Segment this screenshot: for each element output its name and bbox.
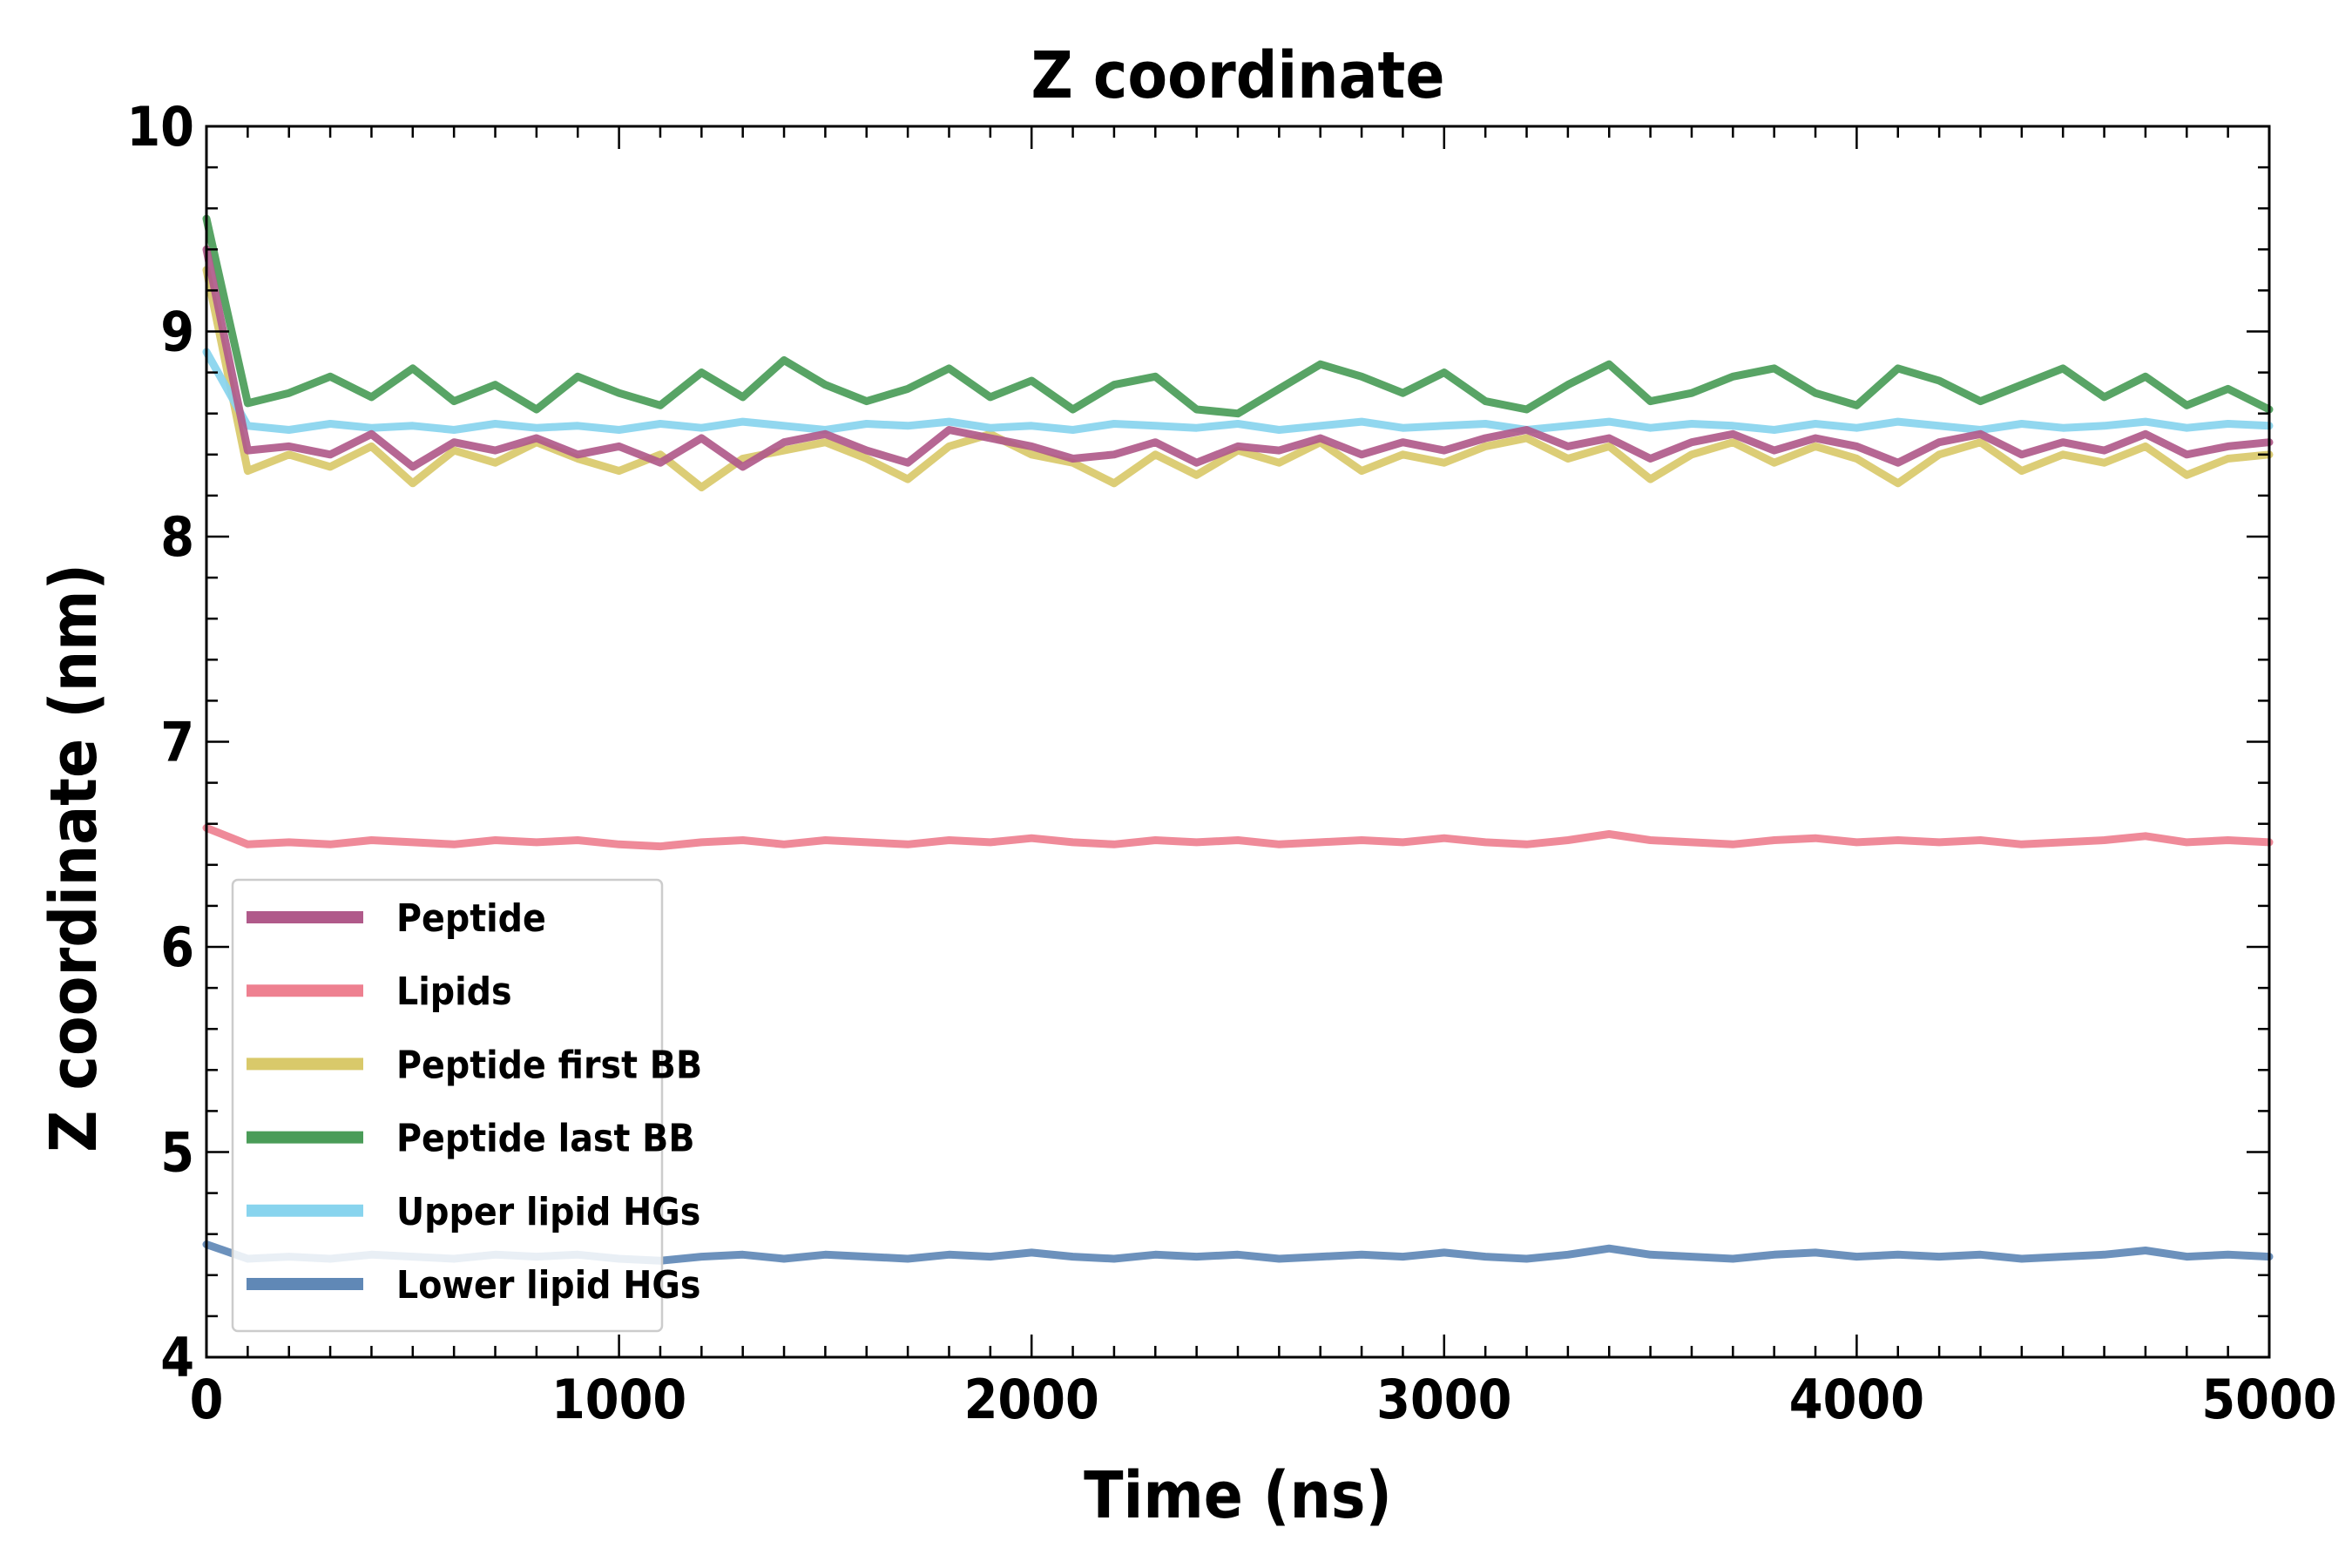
legend: Peptide Lipids Peptide first BB Peptide las… xyxy=(231,878,702,1333)
series-line-peptide-last-bb xyxy=(202,214,2274,418)
x-tick-label: 4000 xyxy=(1789,1368,1924,1431)
legend-label: Upper lipid HGs xyxy=(396,1190,700,1234)
series-line-peptide-first-bb xyxy=(202,266,2274,491)
chart-title: Z coordinate xyxy=(1031,38,1444,113)
y-tick-label: 6 xyxy=(160,916,194,979)
x-tick-label: 5000 xyxy=(2201,1368,2336,1431)
y-tick-label: 8 xyxy=(160,505,194,569)
plot-frame xyxy=(205,125,2271,1359)
series-line-peptide xyxy=(202,245,2274,471)
y-tick-label: 9 xyxy=(160,301,194,364)
x-tick-label: 1000 xyxy=(551,1368,686,1431)
legend-label: Peptide xyxy=(396,896,546,941)
y-tick-label: 5 xyxy=(160,1121,194,1185)
x-tick-label: 2000 xyxy=(964,1368,1099,1431)
legend-label: Lipids xyxy=(396,970,512,1014)
axis-ticks xyxy=(205,125,2271,1359)
y-tick-label: 10 xyxy=(126,95,194,159)
x-axis-label: Time (ns) xyxy=(1084,1458,1392,1533)
y-axis-label: Z coordinate (nm) xyxy=(37,564,112,1152)
series-line-lipids xyxy=(202,823,2274,851)
y-tick-label: 7 xyxy=(160,711,194,774)
tick-labels: 0 1000 2000 3000 4000 5000 4 5 6 7 8 9 10 xyxy=(126,95,2336,1431)
legend-label: Lower lipid HGs xyxy=(396,1263,700,1308)
x-tick-label: 3000 xyxy=(1376,1368,1511,1431)
x-tick-label: 0 xyxy=(190,1368,224,1431)
series-line-upper-lipid-hgs xyxy=(202,348,2274,434)
y-tick-label: 4 xyxy=(160,1326,194,1389)
legend-label: Peptide last BB xyxy=(396,1117,695,1161)
legend-label: Peptide first BB xyxy=(396,1043,702,1087)
